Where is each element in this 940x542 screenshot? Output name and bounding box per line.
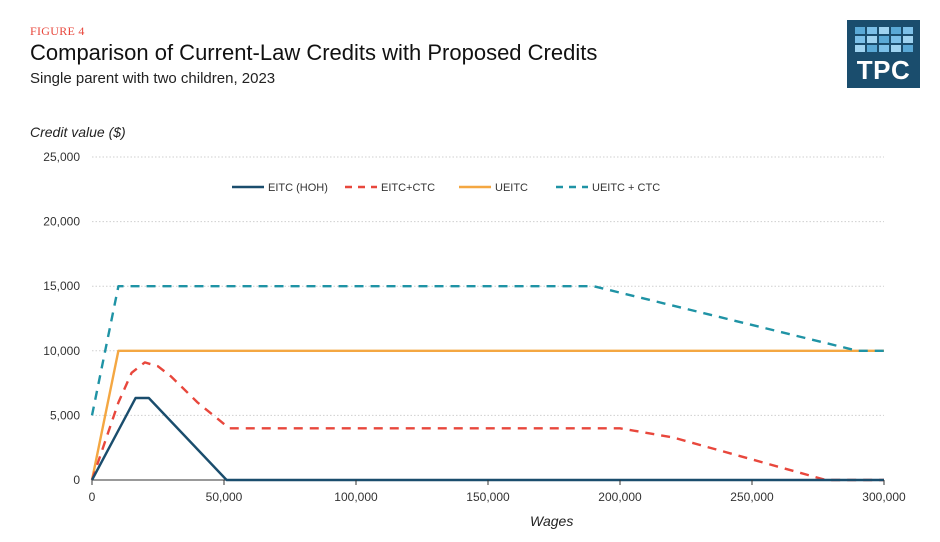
x-tick-label: 0 [89,490,96,504]
series-line-ueitc-ctc [90,285,884,416]
logo-grid-cell [903,36,913,43]
x-tick-label: 100,000 [334,490,378,504]
tick-layer: 0 5,000 10,000 15,000 20,000 25,000 0 50,000 100… [43,150,906,504]
y-tick-label: 5,000 [50,408,80,422]
grid-layer [92,156,884,481]
logo-grid-cell [891,45,901,52]
logo-grid-cell [903,45,913,52]
logo-grid-cell [855,27,865,34]
tpc-logo: TPC [847,20,920,88]
logo-grid-cell [855,45,865,52]
y-tick-label: 15,000 [43,279,80,293]
x-tick-label: 250,000 [730,490,774,504]
series-line-eitc-hoh [90,396,884,482]
x-tick-label: 200,000 [598,490,642,504]
logo-grid-cell [867,36,877,43]
logo-grid-cell [867,27,877,34]
series-layer [90,285,884,482]
legend-label: UEITC [495,182,528,194]
x-tick-label: 300,000 [862,490,906,504]
logo-grid-cell [891,27,901,34]
x-tick-label: 150,000 [466,490,510,504]
y-tick-label: 0 [73,473,80,487]
logo-grid-cell [867,45,877,52]
logo-text: TPC [856,55,911,85]
legend: EITC (HOH) EITC+CTC UEITC UEITC + CTC [232,182,660,194]
logo-grid-cell [879,27,889,34]
logo-grid-cell [903,27,913,34]
figure-label: FIGURE 4 [30,24,85,38]
y-tick-label: 25,000 [43,150,80,164]
series-line-ueitc [90,349,884,481]
chart-title: Comparison of Current-Law Credits with P… [30,40,598,65]
logo-grid-cell [879,36,889,43]
logo-grid-cell [855,36,865,43]
y-tick-label: 10,000 [43,344,80,358]
x-axis-title: Wages [530,513,574,529]
logo-grid-cell [891,36,901,43]
legend-label: EITC (HOH) [268,182,328,194]
series-line-eitc-ctc [90,361,884,482]
legend-label: UEITC + CTC [592,182,660,194]
y-axis-title: Credit value ($) [30,124,126,140]
x-tick-label: 50,000 [206,490,243,504]
y-tick-label: 20,000 [43,215,80,229]
chart-subtitle: Single parent with two children, 2023 [30,70,276,87]
legend-label: EITC+CTC [381,182,435,194]
logo-grid-cell [879,45,889,52]
